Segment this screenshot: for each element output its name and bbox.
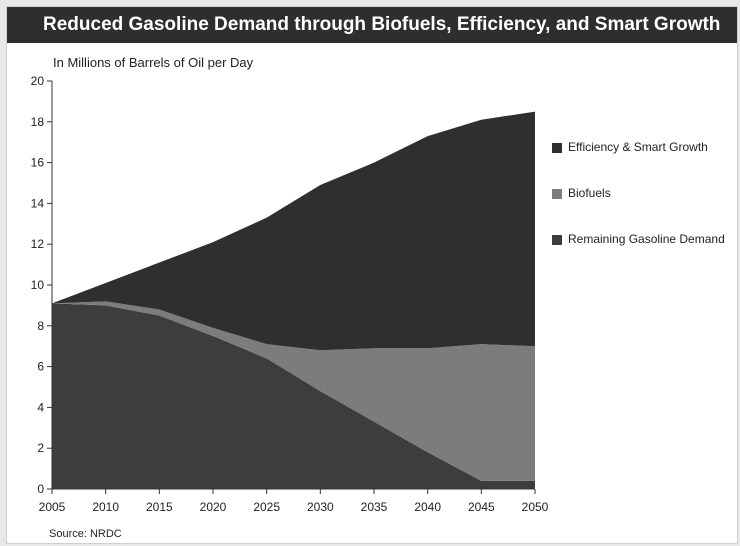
x-tick-label: 2030 <box>307 500 334 514</box>
y-tick-label: 16 <box>31 156 45 170</box>
source-note: Source: NRDC <box>49 528 122 540</box>
x-tick-label: 2005 <box>39 500 66 514</box>
legend-label: Remaining Gasoline Demand <box>568 232 725 246</box>
y-tick-label: 12 <box>31 237 45 251</box>
area-efficiency-smart-growth <box>52 111 535 351</box>
area-remaining-gasoline-demand <box>52 303 535 489</box>
x-tick-label: 2020 <box>200 500 227 514</box>
x-tick-label: 2050 <box>522 500 549 514</box>
legend-swatch <box>552 143 562 153</box>
y-tick-label: 14 <box>31 196 45 210</box>
y-tick-label: 2 <box>37 441 44 455</box>
y-tick-label: 8 <box>37 319 44 333</box>
y-tick-label: 18 <box>31 115 45 129</box>
x-tick-label: 2045 <box>468 500 495 514</box>
chart-title: Reduced Gasoline Demand through Biofuels… <box>7 7 737 43</box>
legend-label: Efficiency & Smart Growth <box>568 140 708 154</box>
x-tick-label: 2040 <box>414 500 441 514</box>
y-tick-label: 20 <box>31 74 45 88</box>
y-tick-label: 6 <box>37 360 44 374</box>
legend-swatch <box>552 235 562 245</box>
x-tick-label: 2015 <box>146 500 173 514</box>
y-tick-label: 4 <box>37 400 44 414</box>
x-tick-label: 2010 <box>92 500 119 514</box>
y-tick-label: 10 <box>31 278 45 292</box>
area-biofuels <box>52 301 535 481</box>
x-tick-label: 2025 <box>253 500 280 514</box>
legend-swatch <box>552 189 562 199</box>
legend-label: Biofuels <box>568 186 611 200</box>
y-tick-label: 0 <box>37 482 44 496</box>
x-tick-label: 2035 <box>361 500 388 514</box>
y-axis-label: In Millions of Barrels of Oil per Day <box>53 55 254 70</box>
